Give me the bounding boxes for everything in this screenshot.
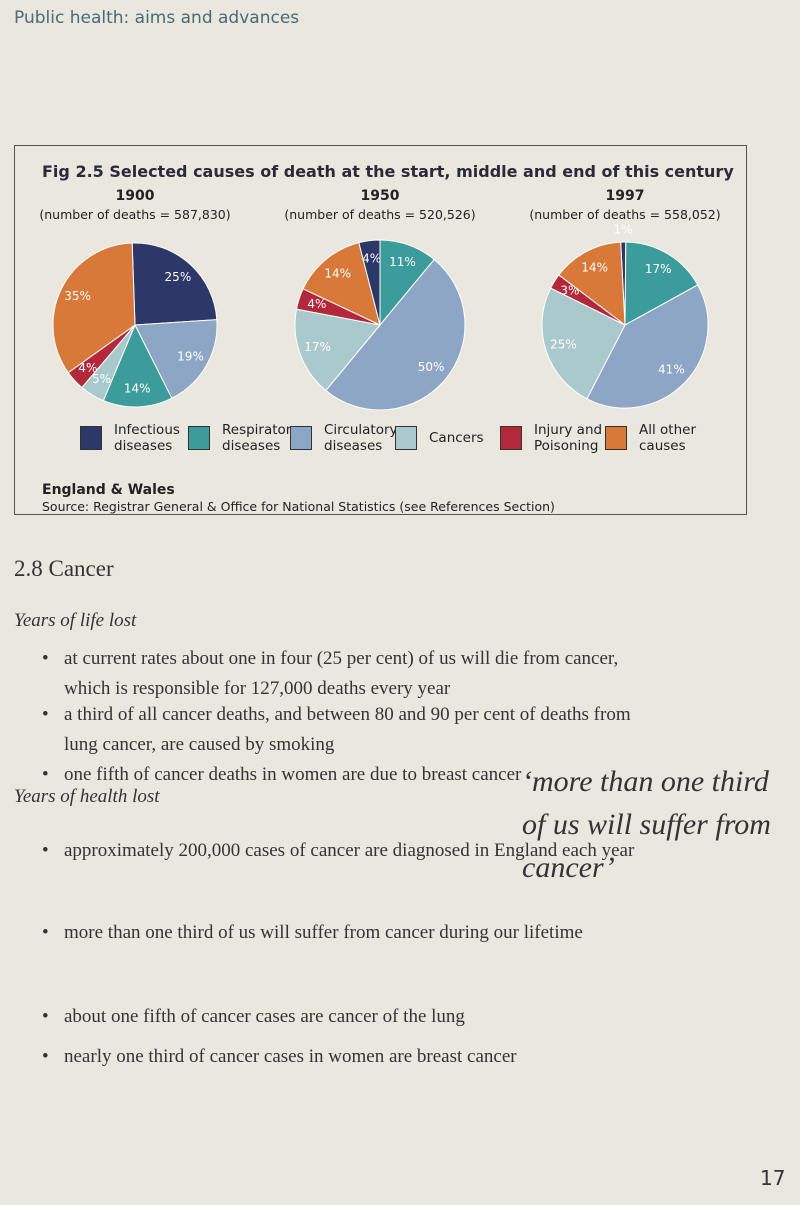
slice-label: 11% <box>389 255 416 269</box>
slice-label: 14% <box>324 266 351 280</box>
section-heading: 2.8 Cancer <box>14 556 114 581</box>
slice-label: 25% <box>165 270 192 284</box>
pie-charts: 25%19%14%5%4%35%11%50%17%4%14%4%1%17%41%… <box>52 223 709 411</box>
subheading: Years of life lost <box>14 610 137 631</box>
region: England & Wales <box>42 482 175 498</box>
bullet-dot: • <box>42 922 49 943</box>
bullet-text: about one fifth of cancer cases are canc… <box>64 1006 465 1027</box>
legend-swatch <box>605 426 627 450</box>
pie-slice <box>102 323 173 408</box>
running-header: Public health: aims and advances <box>14 8 300 28</box>
pie-title: 1997 <box>605 188 645 204</box>
legend-label: Cancers <box>429 430 484 446</box>
slice-label: 17% <box>645 262 672 276</box>
slice-label: 17% <box>304 340 331 354</box>
slice-label: 4% <box>307 297 326 311</box>
pie-slice <box>624 241 699 326</box>
slice-label: 5% <box>92 372 111 386</box>
pie-slice <box>52 242 136 374</box>
slice-label: 25% <box>550 338 577 352</box>
legend-label: All other causes <box>639 422 696 454</box>
bullet-text: a third of all cancer deaths, and betwee… <box>64 704 631 755</box>
pie-slice <box>558 241 626 327</box>
legend-swatch <box>290 426 312 450</box>
pie-slice <box>586 284 709 409</box>
pie-slice <box>541 287 626 400</box>
bullet-dot: • <box>42 648 49 669</box>
pie-subtitle: (number of deaths = 558,052) <box>529 207 721 222</box>
slice-label: 1% <box>613 223 632 237</box>
slice-label: 14% <box>581 260 608 274</box>
page-number: 17 <box>760 1166 786 1190</box>
pie-slice <box>325 258 466 411</box>
bullet-dot: • <box>42 1046 49 1067</box>
legend-label: Circulatory diseases <box>324 422 398 454</box>
slice-label: 41% <box>658 363 685 377</box>
slice-label: 50% <box>418 360 445 374</box>
legend-swatch <box>80 426 102 450</box>
pie-subtitle: (number of deaths = 520,526) <box>284 207 476 222</box>
pie-subtitle: (number of deaths = 587,830) <box>39 207 231 222</box>
subheading: Years of health lost <box>14 786 160 807</box>
pie-title: 1950 <box>360 188 400 204</box>
source: Source: Registrar General & Office for N… <box>42 499 555 514</box>
legend-label: Infectious diseases <box>114 422 180 454</box>
figure-box <box>14 145 747 515</box>
bullet-text: at current rates about one in four (25 p… <box>64 648 619 699</box>
legend-swatch <box>395 426 417 450</box>
slice-label: 14% <box>124 381 151 395</box>
legend-swatch <box>188 426 210 450</box>
slice-label: 19% <box>177 349 204 363</box>
pie-slice <box>294 308 381 392</box>
bullet-dot: • <box>42 840 49 861</box>
bullet-dot: • <box>42 764 49 785</box>
bullet-dot: • <box>42 1006 49 1027</box>
pie-slice <box>131 242 218 326</box>
slice-label: 35% <box>64 289 91 303</box>
slice-label: 4% <box>362 252 381 266</box>
legend-label: Respiratory diseases <box>222 422 300 454</box>
bullet-text: one fifth of cancer deaths in women are … <box>64 764 522 785</box>
bullet-text: nearly one third of cancer cases in wome… <box>64 1046 517 1067</box>
pie-slice <box>134 319 218 399</box>
bullet-dot: • <box>42 704 49 725</box>
bullet-text: more than one third of us will suffer fr… <box>64 922 583 943</box>
legend-swatch <box>500 426 522 450</box>
slice-label: 4% <box>78 361 97 375</box>
pie-slice <box>302 242 381 326</box>
bullet-text: approximately 200,000 cases of cancer ar… <box>64 840 635 861</box>
pie-slice <box>358 239 381 326</box>
pie-title: 1900 <box>115 188 155 204</box>
legend-label: Injury and Poisoning <box>534 422 603 454</box>
pull-quote: ‘more than one third of us will suffer f… <box>522 765 771 884</box>
figure-title: Fig 2.5 Selected causes of death at the … <box>42 162 734 181</box>
